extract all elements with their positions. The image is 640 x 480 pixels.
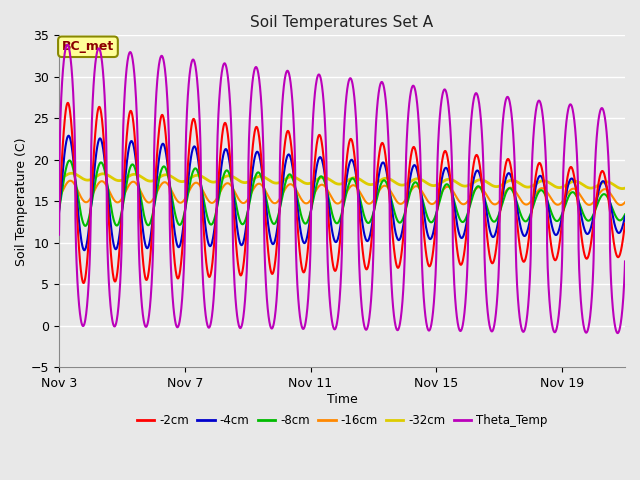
Y-axis label: Soil Temperature (C): Soil Temperature (C) xyxy=(15,137,28,265)
Legend: -2cm, -4cm, -8cm, -16cm, -32cm, Theta_Temp: -2cm, -4cm, -8cm, -16cm, -32cm, Theta_Te… xyxy=(132,409,552,432)
X-axis label: Time: Time xyxy=(326,393,357,406)
Title: Soil Temperatures Set A: Soil Temperatures Set A xyxy=(250,15,433,30)
Text: BC_met: BC_met xyxy=(62,40,114,53)
